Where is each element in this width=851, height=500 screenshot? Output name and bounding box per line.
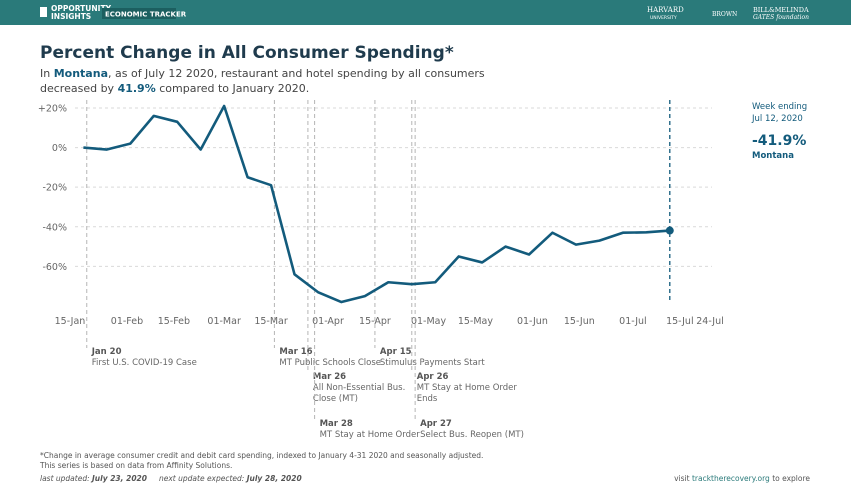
x-tick-label: 01-Jul xyxy=(619,316,647,327)
event-text: Ends xyxy=(417,394,438,404)
y-tick-label: +20% xyxy=(38,103,67,114)
y-tick-label: -40% xyxy=(42,222,67,233)
product-badge xyxy=(102,8,176,19)
event-text: Stimulus Payments Start xyxy=(380,358,485,368)
x-tick-label: 15-Jan xyxy=(55,316,86,327)
x-tick-label: 01-May xyxy=(411,316,447,327)
partner: GATES foundation xyxy=(753,14,809,21)
brand-icon xyxy=(40,7,47,17)
y-tick-label: -20% xyxy=(42,183,67,194)
x-tick-label: 01-Mar xyxy=(207,316,241,327)
subtitle-part: decreased by xyxy=(40,82,118,95)
event-date: Apr 15 xyxy=(380,347,412,357)
update-label: last updated: xyxy=(40,474,92,483)
visit-text: visit xyxy=(674,474,692,483)
event-text: MT Stay at Home Order xyxy=(320,430,421,440)
partner: BROWN xyxy=(712,11,737,18)
latest-point xyxy=(665,226,674,235)
x-tick-label: 15-May xyxy=(458,316,494,327)
x-tick-label: 15-Feb xyxy=(158,316,190,327)
visit-text: to explore xyxy=(770,474,811,483)
event-date: Apr 27 xyxy=(420,419,452,429)
event-text: First U.S. COVID-19 Case xyxy=(92,358,197,368)
x-tick-label: 15-Jun xyxy=(564,316,595,327)
event-date: Mar 16 xyxy=(279,347,312,357)
y-tick-label: -60% xyxy=(42,262,67,273)
event-text: Close (MT) xyxy=(313,394,358,404)
x-tick-label: 15-Jul xyxy=(666,316,694,327)
y-tick-label: 0% xyxy=(52,143,67,154)
event-date: Apr 26 xyxy=(417,372,449,382)
brand: INSIGHTS xyxy=(51,12,91,21)
callout-label: Week ending xyxy=(752,102,807,112)
x-tick-label: 15-Apr xyxy=(359,316,391,327)
event-date: Mar 28 xyxy=(320,419,353,429)
partner: UNIVERSITY xyxy=(650,15,677,21)
footnote: *Change in average consumer credit and d… xyxy=(40,451,483,460)
event-text: All Non-Essential Bus. xyxy=(313,383,405,393)
subtitle-part: Montana xyxy=(54,67,108,80)
partner: BILL&MELINDA xyxy=(753,6,809,14)
footnote: This series is based on data from Affini… xyxy=(39,461,232,470)
visit-link[interactable]: tracktherecovery.org xyxy=(692,474,770,483)
x-tick-label: 15-Mar xyxy=(254,316,288,327)
visit: visit tracktherecovery.org to explore xyxy=(674,474,810,483)
partner: HARVARD xyxy=(647,6,684,14)
subtitle-part: 41.9% xyxy=(118,82,156,95)
callout-label: Jul 12, 2020 xyxy=(751,114,803,124)
update-info: last updated: July 23, 2020 next update e… xyxy=(40,474,302,483)
subtitle-part: compared to January 2020. xyxy=(156,82,309,95)
x-tick-label: 01-Feb xyxy=(111,316,143,327)
event-date: Jan 20 xyxy=(91,347,122,357)
product: ECONOMIC TRACKER xyxy=(105,11,187,19)
x-tick-label: 01-Jun xyxy=(517,316,548,327)
update-date: July 28, 2020 xyxy=(245,474,302,483)
brand: OPPORTUNITY xyxy=(51,4,112,13)
x-tick-label: 24-Jul xyxy=(696,316,724,327)
update-date: July 23, 2020 xyxy=(90,474,147,483)
event-text: Select Bus. Reopen (MT) xyxy=(420,430,524,440)
callout-place: Montana xyxy=(752,151,794,161)
update-label: next update expected: xyxy=(159,474,247,483)
chart-title: Percent Change in All Consumer Spending* xyxy=(40,43,454,63)
subtitle-part: , as of July 12 2020, restaurant and hot… xyxy=(108,67,485,80)
event-text: MT Stay at Home Order xyxy=(417,383,518,393)
event-date: Mar 26 xyxy=(313,372,346,382)
subtitle-part: In xyxy=(40,67,54,80)
series-line xyxy=(83,104,670,304)
subtitle: decreased by 41.9% compared to January 2… xyxy=(40,82,309,95)
event-text: MT Public Schools Close xyxy=(279,358,381,368)
x-tick-label: 01-Apr xyxy=(312,316,344,327)
callout-value: -41.9% xyxy=(752,133,806,149)
subtitle: In Montana, as of July 12 2020, restaura… xyxy=(40,67,485,80)
